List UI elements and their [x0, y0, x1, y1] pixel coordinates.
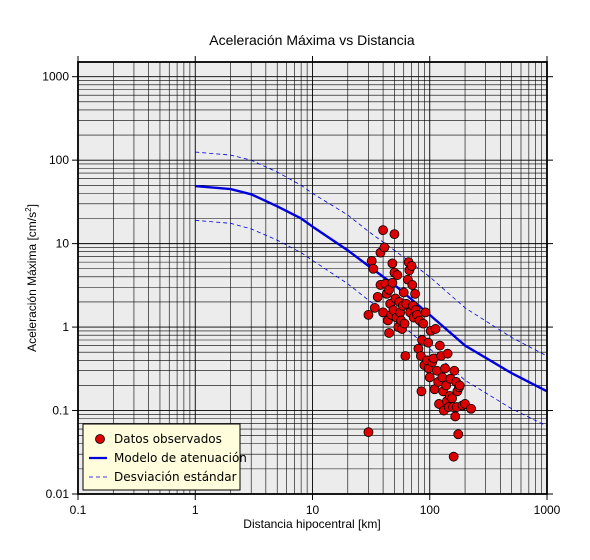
data-point	[379, 242, 390, 253]
legend-point-marker	[95, 434, 105, 444]
data-point	[398, 287, 409, 298]
data-point	[399, 318, 410, 329]
chart-title: Aceleración Máxima vs Distancia	[209, 32, 415, 48]
data-point	[423, 337, 434, 348]
x-axis-title: Distancia hipocentral [km]	[243, 517, 380, 531]
data-point	[442, 348, 453, 359]
data-point	[406, 261, 417, 271]
data-point	[440, 363, 450, 374]
y-tick-label: 100	[49, 153, 69, 167]
legend-label-model: Modelo de atenuación	[114, 451, 247, 465]
data-point	[372, 291, 383, 302]
y-tick-label: 1	[62, 320, 69, 334]
data-point	[424, 372, 435, 383]
grid	[77, 62, 547, 495]
data-point	[453, 429, 464, 440]
legend-label-deviation: Desviación estándar	[114, 470, 237, 484]
data-point	[378, 307, 388, 318]
data-point	[407, 280, 418, 290]
legend: Datos observados Modelo de atenuación De…	[82, 423, 247, 491]
data-point	[392, 270, 403, 280]
data-point	[410, 288, 421, 299]
data-point	[387, 277, 398, 288]
data-point	[384, 328, 394, 338]
data-point	[454, 380, 465, 391]
y-tick-label: 0.01	[46, 487, 70, 501]
x-tick-label: 1000	[534, 503, 561, 517]
deviation-line-lower	[195, 219, 548, 427]
y-axis-title: Aceleración Máxima [cm/s2]	[24, 204, 39, 352]
legend-box	[82, 423, 241, 491]
series-layer	[195, 151, 548, 462]
data-point	[387, 258, 398, 269]
data-point	[437, 372, 448, 383]
legend-label-observed: Datos observados	[114, 432, 222, 446]
data-point	[430, 324, 441, 334]
data-point	[420, 307, 431, 318]
data-point	[389, 229, 400, 240]
data-point	[368, 263, 379, 274]
x-tick-label: 100	[420, 503, 440, 517]
deviation-line-upper	[195, 151, 548, 357]
data-point	[416, 386, 427, 397]
data-point	[363, 309, 374, 320]
data-point	[448, 451, 459, 462]
data-point	[400, 351, 411, 361]
data-point	[466, 403, 476, 414]
data-point	[449, 365, 460, 376]
data-point	[369, 302, 380, 313]
data-point	[366, 256, 377, 266]
data-point	[378, 225, 388, 236]
y-tick-label: 10	[56, 237, 70, 251]
y-tick-label: 1000	[42, 70, 69, 84]
data-point	[434, 340, 445, 351]
data-point	[363, 427, 374, 438]
y-tick-label: 0.1	[52, 404, 69, 418]
x-tick-label: 10	[306, 503, 320, 517]
x-tick-label: 1	[192, 503, 199, 517]
x-tick-label: 0.1	[70, 503, 87, 517]
model-line	[195, 184, 548, 393]
data-point	[450, 411, 461, 422]
data-point	[418, 318, 429, 329]
